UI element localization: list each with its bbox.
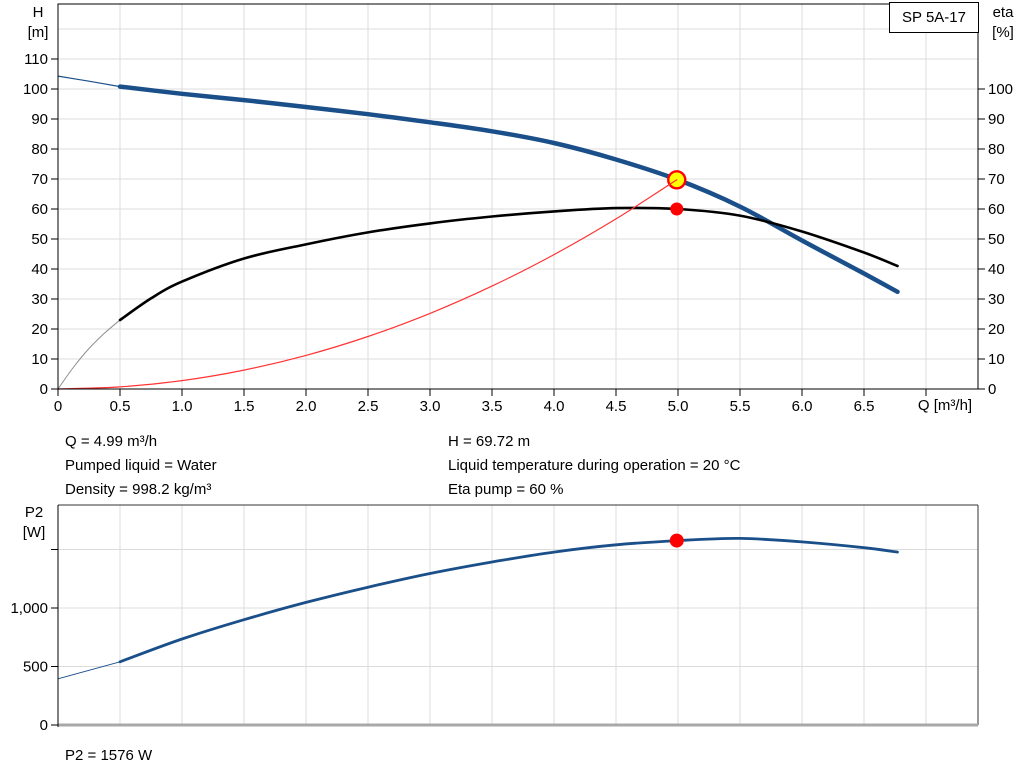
efficiency-curve	[118, 206, 899, 322]
p2-curve	[118, 536, 899, 664]
y-tick-label: 500	[23, 659, 48, 676]
p2-result: P2 = 1576 W	[65, 747, 153, 764]
eta-axis-title-unit: [%]	[992, 24, 1014, 41]
h-axis-title-unit: [m]	[27, 24, 49, 41]
y-tick-label: 30	[31, 291, 48, 308]
y-tick-label: 20	[31, 321, 48, 338]
y-tick-label: 110	[24, 51, 48, 68]
info-head: H = 69.72 m	[448, 433, 531, 450]
y-tick-label: 40	[31, 261, 48, 278]
y-tick-label: 70	[31, 171, 48, 188]
eta-axis-title-symbol: eta	[992, 4, 1014, 21]
y2-tick-label: 80	[988, 141, 1005, 158]
x-tick-label: 1.0	[172, 398, 193, 415]
y2-tick-label: 30	[988, 291, 1005, 308]
y-tick-label: 0	[40, 717, 48, 734]
p2-chart: 0 500 1,000	[10, 504, 979, 734]
y-tick-label: 60	[31, 201, 48, 218]
info-density: Density = 998.2 kg/m³	[65, 481, 212, 498]
info-eta: Eta pump = 60 %	[448, 481, 564, 498]
y2-tick-label: 40	[988, 261, 1005, 278]
eta-axis-title: eta [%]	[983, 3, 1023, 43]
q-axis-title: Q [m³/h]	[917, 397, 973, 414]
system-curve	[57, 179, 678, 390]
x-tick-label: 0	[54, 398, 62, 415]
h-axis-title-symbol: H	[32, 4, 44, 21]
x-tick-label: 5.0	[668, 398, 689, 415]
x-tick-label: 4.5	[606, 398, 627, 415]
qh-eta-chart: 0 0.5 1.0 1.5 2.0 2.5 3.0 3.5 4.0 4.5 5.0 5.5 6.0 6.5…	[23, 3, 1013, 415]
info-temperature: Liquid temperature during operation = 20…	[448, 457, 741, 474]
info-liquid: Pumped liquid = Water	[65, 457, 217, 474]
y2-tick-label: 0	[988, 381, 996, 398]
p2-axis-title-symbol: P2	[24, 504, 44, 521]
h-axis-title: H [m]	[20, 3, 56, 43]
p2-point	[669, 533, 684, 548]
x-tick-label: 4.0	[544, 398, 565, 415]
y-tick-label: 50	[31, 231, 48, 248]
head-curve-lead	[57, 75, 121, 88]
efficiency-curve-lead	[57, 319, 121, 390]
x-tick-label: 2.0	[296, 398, 317, 415]
x-tick-label: 6.0	[792, 398, 813, 415]
efficiency-point	[670, 202, 684, 216]
y-tick-label: 100	[23, 81, 48, 98]
y2-tick-label: 60	[988, 201, 1005, 218]
p2-curve-lead	[57, 661, 121, 680]
x-tick-label: 0.5	[110, 398, 131, 415]
y-tick-label: 10	[31, 351, 48, 368]
y-tick-label: 1,000	[10, 600, 48, 617]
y2-tick-label: 100	[988, 81, 1013, 98]
p2-axis-title-unit: [W]	[22, 524, 46, 541]
info-flow: Q = 4.99 m³/h	[65, 433, 158, 450]
x-tick-label: 1.5	[234, 398, 255, 415]
x-tick-label: 2.5	[358, 398, 379, 415]
pump-model-badge: SP 5A-17	[889, 2, 979, 33]
y2-tick-label: 50	[988, 231, 1005, 248]
x-tick-label: 5.5	[730, 398, 751, 415]
qh-chart-frame	[57, 3, 979, 390]
y-tick-label: 0	[40, 381, 48, 398]
head-curve	[117, 84, 900, 295]
x-tick-label: 3.5	[482, 398, 503, 415]
y2-tick-label: 70	[988, 171, 1005, 188]
y2-tick-label: 90	[988, 111, 1005, 128]
y2-tick-label: 10	[988, 351, 1005, 368]
x-tick-label: 3.0	[420, 398, 441, 415]
y-tick-label: 80	[31, 141, 48, 158]
x-tick-label: 6.5	[854, 398, 875, 415]
p2-axis-title: P2 [W]	[16, 503, 52, 543]
y-tick-label: 90	[31, 111, 48, 128]
y2-tick-label: 20	[988, 321, 1005, 338]
